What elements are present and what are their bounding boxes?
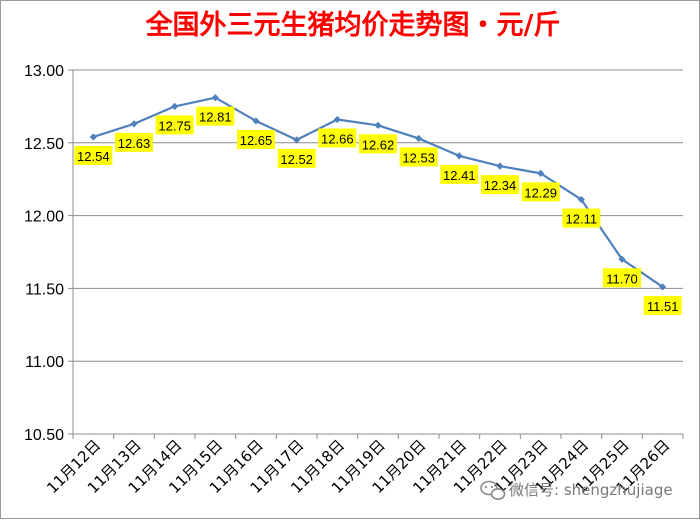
gridlines <box>73 69 683 362</box>
data-label-bg <box>155 115 194 135</box>
y-tick-label: 10.50 <box>24 427 64 444</box>
data-label: 12.65 <box>237 129 275 149</box>
data-point <box>211 94 219 102</box>
axes <box>68 69 684 439</box>
watermark: 微信号: shengzhujiage <box>480 480 673 500</box>
data-label-bg <box>318 128 357 148</box>
data-label: 11.70 <box>603 268 641 288</box>
data-point <box>496 162 504 170</box>
data-label-text: 12.66 <box>321 132 354 147</box>
data-label-bg <box>440 164 479 184</box>
y-tick-label: 12.50 <box>24 136 64 153</box>
data-label: 12.34 <box>481 175 519 195</box>
data-label-bg <box>359 134 397 154</box>
data-label: 11.51 <box>643 295 682 315</box>
data-label-bg <box>481 175 519 195</box>
data-label-text: 12.62 <box>362 137 395 152</box>
data-point <box>252 117 260 125</box>
data-label-text: 11.51 <box>647 299 679 314</box>
data-label: 12.11 <box>562 208 601 228</box>
data-label: 12.53 <box>399 147 438 167</box>
data-point <box>455 152 463 160</box>
data-point <box>577 195 585 204</box>
data-label-bg <box>399 147 438 167</box>
data-label: 12.66 <box>318 128 357 148</box>
y-tick-label: 13.00 <box>24 63 64 80</box>
y-tick-label: 11.00 <box>25 354 64 371</box>
data-point <box>415 134 423 143</box>
data-label-bg <box>562 208 601 228</box>
data-label: 12.52 <box>277 148 316 168</box>
data-label-bg <box>643 295 682 315</box>
data-label-bg <box>115 132 153 152</box>
chart-title: 全国外三元生猪均价走势图・元/斤 <box>145 9 561 41</box>
data-label-text: 12.53 <box>402 150 435 165</box>
data-point <box>293 136 301 144</box>
data-label-text: 12.41 <box>443 168 476 183</box>
data-label-text: 12.63 <box>118 136 151 151</box>
data-label-text: 12.54 <box>77 149 110 164</box>
data-label: 12.63 <box>115 132 153 152</box>
data-label: 12.81 <box>196 106 235 126</box>
data-label-bg <box>237 129 275 149</box>
data-label-bg <box>74 145 113 165</box>
data-point <box>130 120 138 128</box>
price-series <box>89 94 667 291</box>
data-label-text: 12.11 <box>566 212 598 227</box>
y-tick-label: 12.00 <box>24 209 64 226</box>
data-label-bg <box>603 268 641 288</box>
data-label-text: 12.65 <box>240 133 273 148</box>
data-point <box>333 115 341 124</box>
data-point <box>89 133 97 141</box>
y-tick-label: 11.50 <box>25 281 64 298</box>
data-label-text: 12.75 <box>158 118 191 133</box>
data-label: 12.29 <box>521 182 560 202</box>
data-label: 12.54 <box>74 145 113 165</box>
data-point <box>659 283 667 291</box>
data-point <box>171 102 179 110</box>
wechat-icon <box>480 480 506 500</box>
data-label: 12.62 <box>359 134 397 154</box>
data-point <box>374 121 382 129</box>
data-label-text: 12.34 <box>484 178 517 193</box>
data-label-text: 12.81 <box>199 110 232 125</box>
data-label-bg <box>521 182 560 202</box>
data-label-bg <box>196 106 235 126</box>
data-label-text: 12.52 <box>280 152 313 167</box>
data-point <box>618 255 626 263</box>
data-label-bg <box>277 148 316 168</box>
data-label-text: 12.29 <box>524 185 557 200</box>
data-label-text: 11.70 <box>606 271 638 286</box>
watermark-text: 微信号: shengzhujiage <box>509 481 673 499</box>
data-point <box>537 169 545 177</box>
y-tick-labels: 10.50 11.00 11.50 12.00 12.50 13.00 <box>24 63 64 444</box>
data-label: 12.75 <box>155 115 194 135</box>
data-label: 12.41 <box>440 164 479 184</box>
data-labels: 12.54 12.63 12.75 12.81 12.65 12.52 12.66 12.62… <box>74 106 682 315</box>
